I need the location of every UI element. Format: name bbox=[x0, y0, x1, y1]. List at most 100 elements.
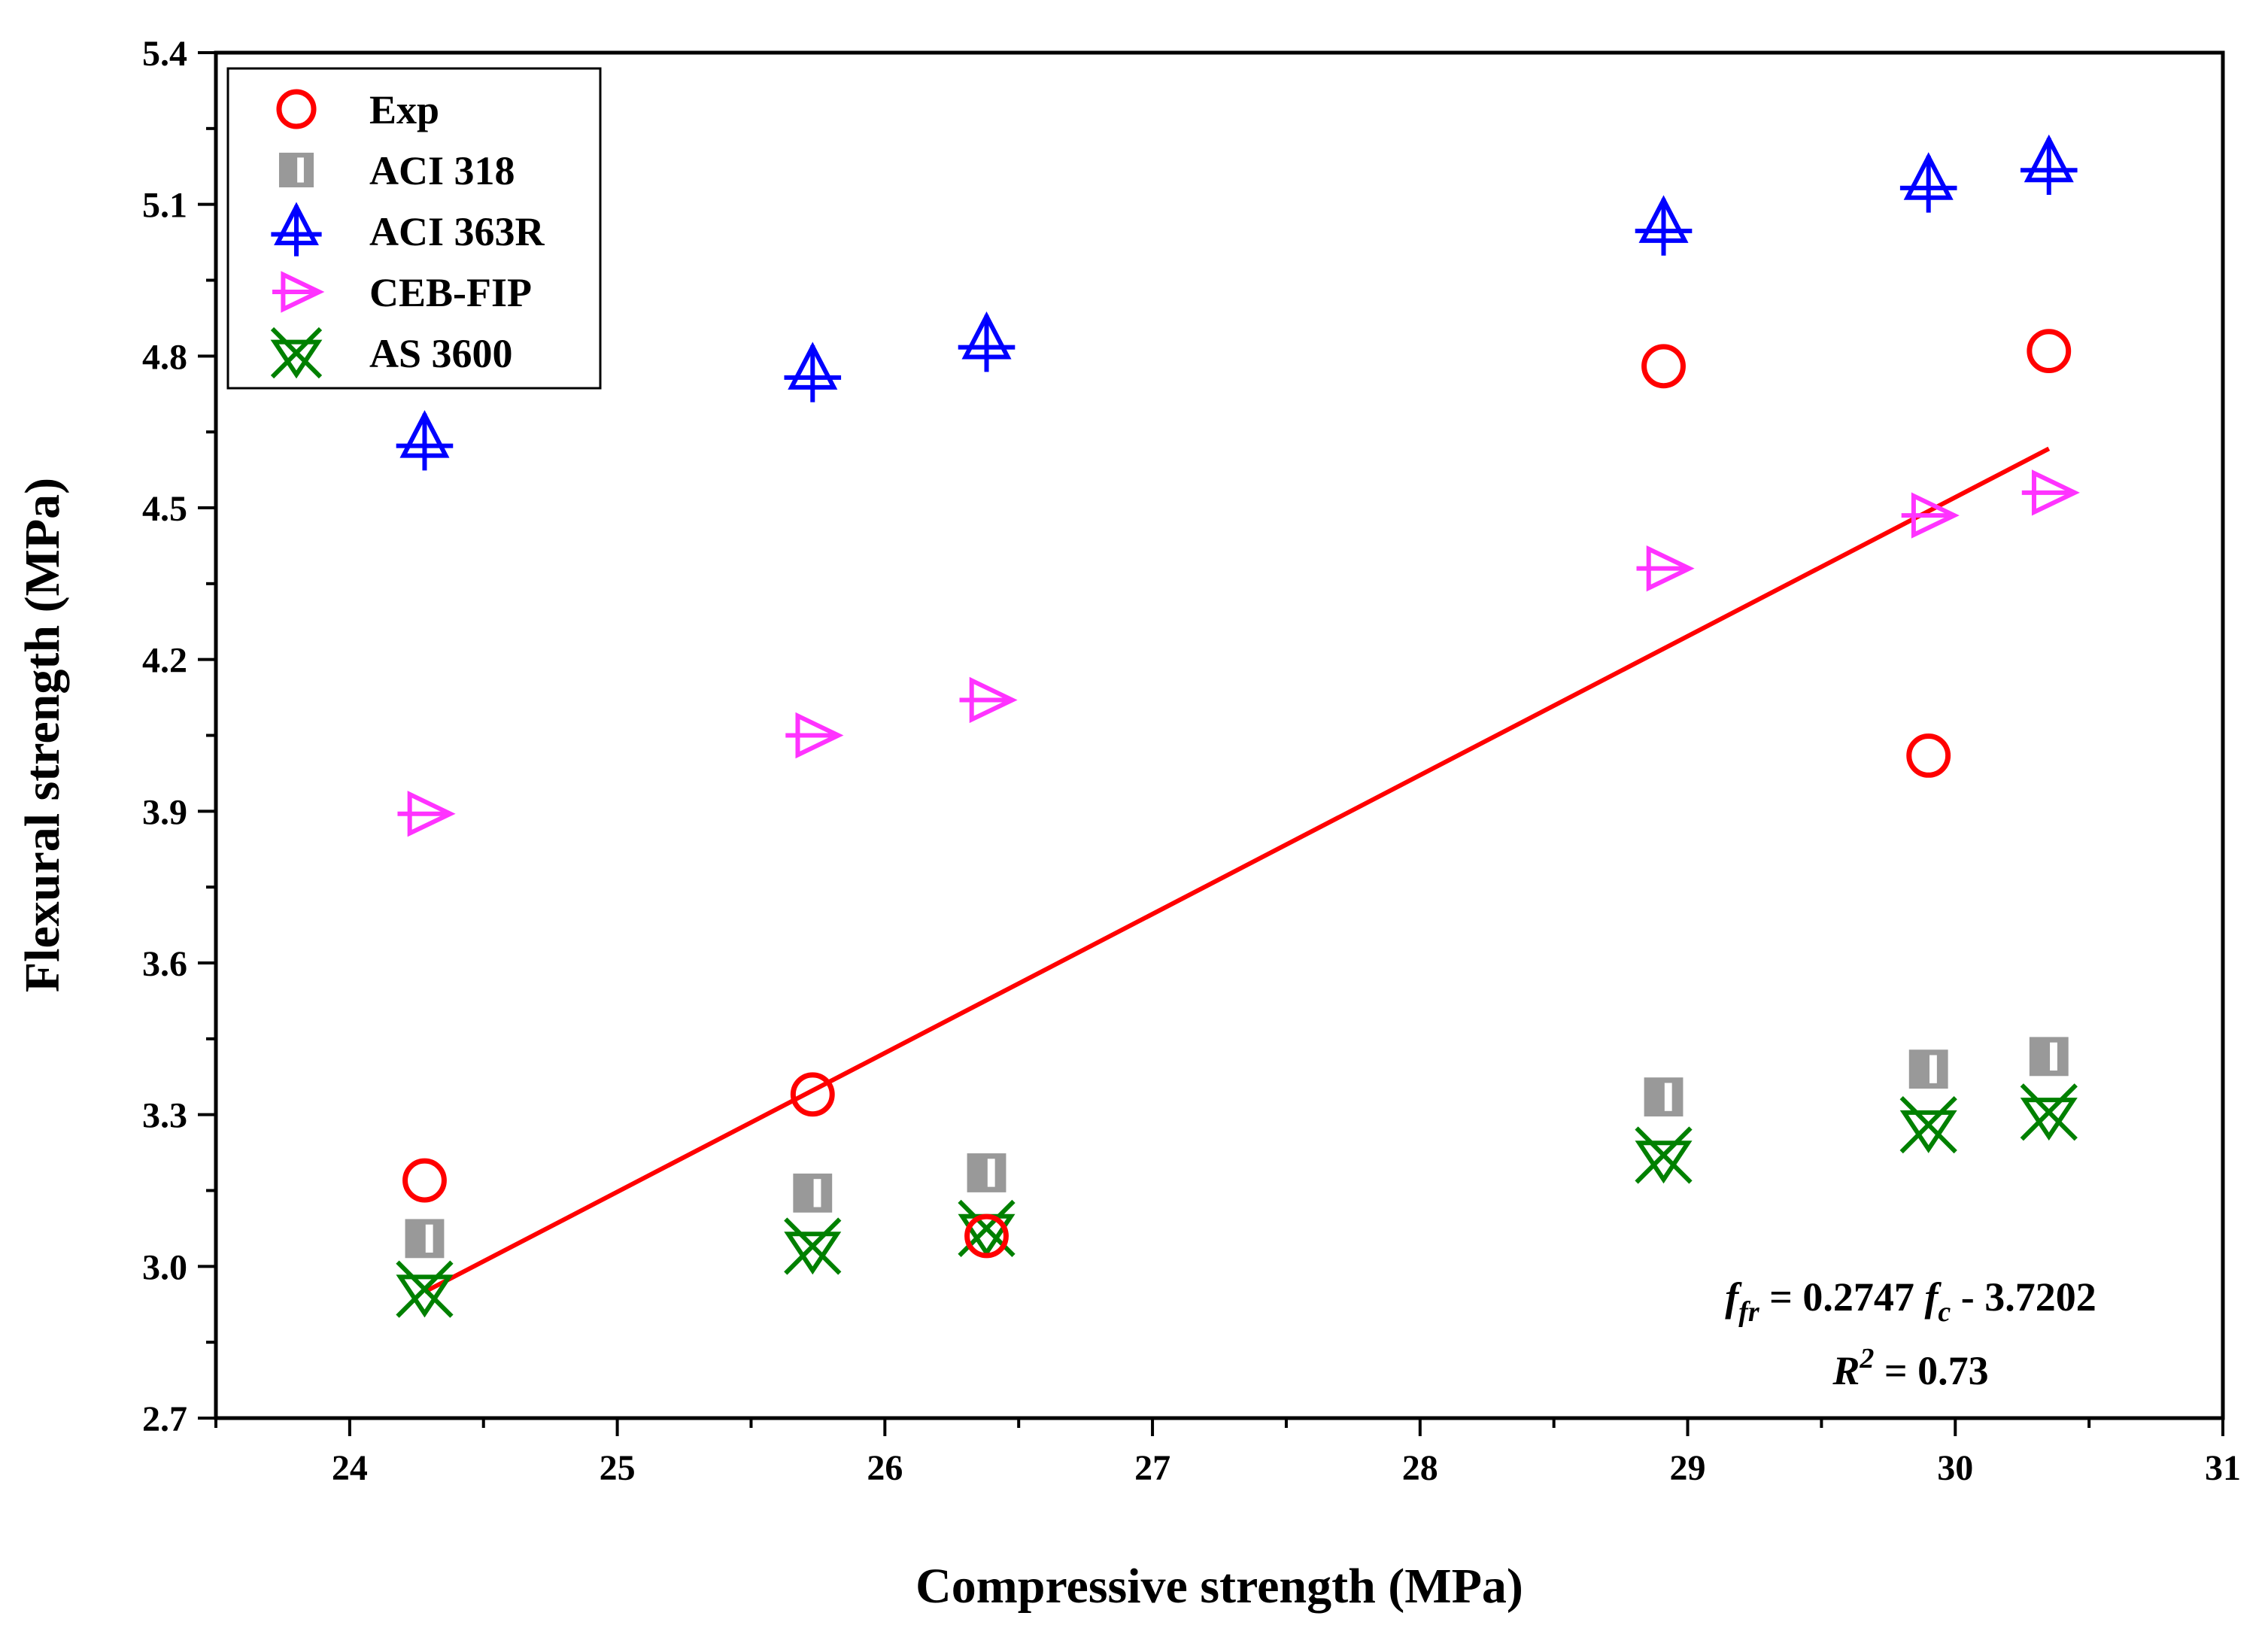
legend-marker-ceb-fip bbox=[272, 271, 325, 313]
r-squared: R2 = 0.73 bbox=[1832, 1343, 1988, 1393]
legend-label-aci-363r: ACI 363R bbox=[369, 209, 545, 254]
x-tick-label: 28 bbox=[1402, 1448, 1438, 1488]
y-tick-label: 3.0 bbox=[142, 1247, 187, 1287]
data-point-as-3600 bbox=[2020, 1083, 2078, 1141]
data-point-as-3600 bbox=[396, 1260, 454, 1318]
marker-square-cutout bbox=[813, 1179, 821, 1207]
marker-square-cutout bbox=[1664, 1083, 1672, 1111]
data-point-ceb-fip bbox=[1901, 492, 1960, 539]
data-point-as-3600 bbox=[784, 1217, 842, 1275]
data-point-ceb-fip bbox=[959, 676, 1018, 724]
x-axis-title: Compressive strength (MPa) bbox=[915, 1559, 1523, 1614]
fit-line-layer bbox=[424, 446, 2051, 1294]
marker-square-cutout bbox=[425, 1224, 433, 1253]
series-as-3600 bbox=[396, 1083, 2078, 1318]
marker-x-triangle bbox=[396, 1274, 454, 1318]
series-aci-363r bbox=[396, 134, 2078, 471]
x-tick-label: 25 bbox=[600, 1448, 636, 1488]
data-point-aci-318 bbox=[2029, 1037, 2069, 1077]
marker-circle bbox=[964, 1213, 1009, 1259]
marker-square bbox=[1908, 1049, 1948, 1089]
y-tick-label: 5.4 bbox=[142, 34, 187, 74]
marker-circle bbox=[790, 1072, 835, 1117]
eq-lhs-subscript: fr bbox=[1738, 1296, 1760, 1328]
legend-label-as-3600: AS 3600 bbox=[369, 331, 513, 376]
marker-x-triangle bbox=[2020, 1098, 2078, 1141]
r2-superscript: 2 bbox=[1859, 1343, 1874, 1374]
data-point-ceb-fip bbox=[2021, 469, 2080, 516]
x-tick-label: 27 bbox=[1134, 1448, 1170, 1488]
eq-rhs-subscript: c bbox=[1938, 1296, 1951, 1328]
r2-label: R bbox=[1832, 1348, 1860, 1393]
regression-annotation: ffr = 0.2747 fc - 3.7202 R2 = 0.73 bbox=[1725, 1274, 2096, 1393]
y-tick-label: 4.2 bbox=[142, 641, 187, 681]
marker-circle bbox=[402, 1158, 447, 1203]
marker-x-triangle bbox=[270, 339, 323, 379]
marker-circle bbox=[1906, 733, 1951, 778]
y-tick-label: 3.6 bbox=[142, 944, 187, 984]
marker-square bbox=[405, 1219, 445, 1259]
marker-x-b bbox=[396, 1260, 454, 1318]
marker-x-b bbox=[2020, 1083, 2078, 1141]
data-point-exp bbox=[964, 1213, 1009, 1259]
data-point-aci-363r bbox=[396, 410, 454, 471]
y-tick-label: 3.9 bbox=[142, 792, 187, 832]
data-point-ceb-fip bbox=[785, 712, 844, 759]
y-tick-label: 2.7 bbox=[142, 1399, 187, 1439]
data-point-aci-318 bbox=[793, 1173, 833, 1213]
axis-ticks: 24 25 26 27 28 29 30 31 2.7 3.0 3.3 3.6 3.9 4.2 4.5 4.8… bbox=[142, 34, 2241, 1488]
marker-square-cutout bbox=[1929, 1055, 1937, 1083]
marker-circle bbox=[276, 89, 317, 129]
marker-square-cutout bbox=[987, 1159, 995, 1187]
data-point-aci-318 bbox=[405, 1219, 445, 1259]
data-point-aci-318 bbox=[1644, 1077, 1684, 1117]
x-tick-label: 26 bbox=[867, 1448, 903, 1488]
x-tick-label: 24 bbox=[332, 1448, 368, 1488]
legend-marker-exp bbox=[276, 89, 317, 129]
eq-rhs: f bbox=[1924, 1274, 1942, 1320]
eq-lhs: f bbox=[1725, 1274, 1742, 1320]
data-point-exp bbox=[790, 1072, 835, 1117]
eq-tail: - 3.7202 bbox=[1951, 1274, 2096, 1320]
legend-label-ceb-fip: CEB-FIP bbox=[369, 270, 532, 315]
data-point-aci-363r bbox=[784, 342, 842, 402]
y-tick-label: 5.1 bbox=[142, 186, 187, 226]
x-tick-label: 30 bbox=[1937, 1448, 1973, 1488]
r2-value: = 0.73 bbox=[1874, 1348, 1988, 1393]
marker-x-triangle bbox=[1635, 1140, 1693, 1184]
data-point-aci-363r bbox=[2020, 134, 2078, 196]
data-points bbox=[396, 134, 2080, 1318]
marker-square-cutout bbox=[2050, 1042, 2057, 1071]
data-point-exp bbox=[1906, 733, 1951, 778]
y-tick-label: 4.5 bbox=[142, 489, 187, 529]
marker-square bbox=[1644, 1077, 1684, 1117]
data-point-exp bbox=[402, 1158, 447, 1203]
eq-middle: = 0.2747 bbox=[1759, 1274, 1925, 1320]
data-point-exp bbox=[1641, 344, 1686, 389]
x-tick-label: 29 bbox=[1670, 1448, 1706, 1488]
marker-x-b bbox=[784, 1217, 842, 1275]
marker-x-b bbox=[270, 327, 323, 379]
marker-square-cutout bbox=[297, 157, 304, 183]
legend-label-exp: Exp bbox=[369, 87, 439, 132]
legend-marker-aci-318 bbox=[278, 152, 314, 188]
data-point-as-3600 bbox=[1899, 1095, 1957, 1154]
regression-equation: ffr = 0.2747 fc - 3.7202 bbox=[1725, 1274, 2096, 1328]
series-exp bbox=[402, 329, 2072, 1259]
marker-circle bbox=[2027, 329, 2072, 374]
marker-x-b bbox=[1635, 1126, 1693, 1184]
legend: Exp ACI 318 ACI 363R CEB-FIP AS 3600 bbox=[226, 67, 602, 390]
data-point-aci-318 bbox=[967, 1153, 1006, 1192]
data-point-aci-363r bbox=[958, 311, 1016, 372]
legend-frame bbox=[226, 67, 602, 390]
legend-marker-aci-363r bbox=[271, 202, 322, 257]
data-point-aci-363r bbox=[1899, 152, 1957, 213]
data-point-ceb-fip bbox=[397, 791, 456, 837]
y-tick-label: 3.3 bbox=[142, 1096, 187, 1136]
x-tick-label: 31 bbox=[2205, 1448, 2241, 1488]
series-ceb-fip bbox=[397, 469, 2080, 837]
marker-circle bbox=[1641, 344, 1686, 389]
marker-x-b bbox=[1899, 1095, 1957, 1154]
